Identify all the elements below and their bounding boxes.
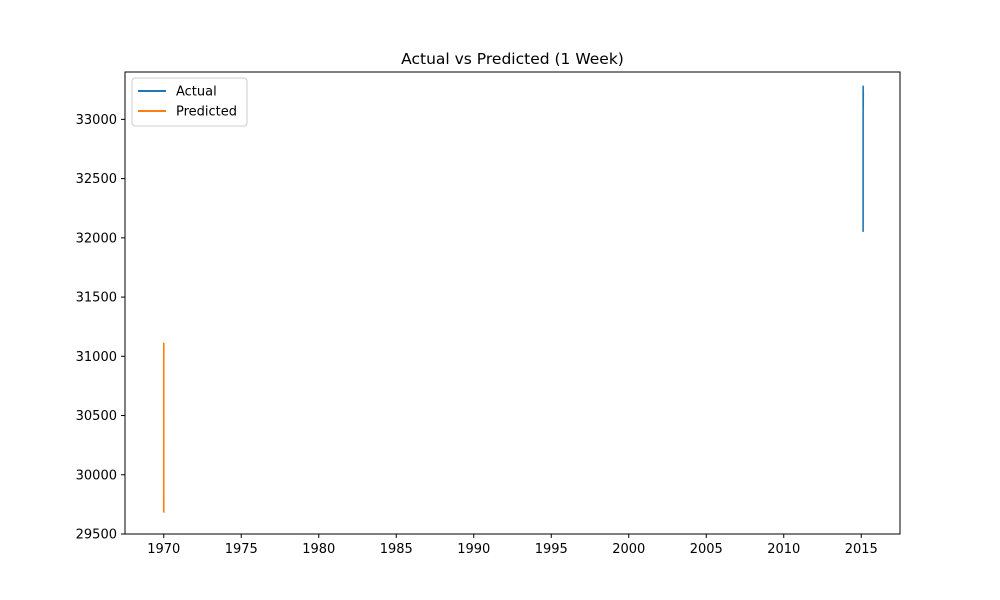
y-tick-label: 32500 [76,172,117,187]
chart-title: Actual vs Predicted (1 Week) [401,50,624,68]
axes-frame [124,71,901,535]
x-tick-label: 1985 [380,542,413,557]
x-tick-label: 1975 [225,542,258,557]
x-tick-label: 1990 [457,542,490,557]
legend-label-actual: Actual [176,85,217,100]
legend: Actual Predicted [131,77,248,127]
y-tick-label: 30000 [76,468,117,483]
y-tick-label: 33000 [76,113,117,128]
x-tick-label: 2010 [767,542,800,557]
x-tick-label: 1995 [535,542,568,557]
legend-label-predicted: Predicted [176,105,237,120]
x-tick-label: 2015 [845,542,878,557]
y-tick-label: 30500 [76,409,117,424]
y-tick-label: 31500 [76,291,117,306]
y-tick-label: 32000 [76,231,117,246]
plot-area [162,85,865,513]
y-tick-label: 29500 [76,528,117,543]
x-tick-label: 1980 [302,542,335,557]
y-axis: 29500 30000 30500 31000 31500 32000 32500 33000 [76,113,125,543]
x-axis: 1970 1975 1980 1985 1990 1995 2000 2005 2010 2015 [147,534,878,557]
y-tick-label: 31000 [76,350,117,365]
x-tick-label: 2000 [612,542,645,557]
x-tick-label: 1970 [147,542,180,557]
x-tick-label: 2005 [690,542,723,557]
